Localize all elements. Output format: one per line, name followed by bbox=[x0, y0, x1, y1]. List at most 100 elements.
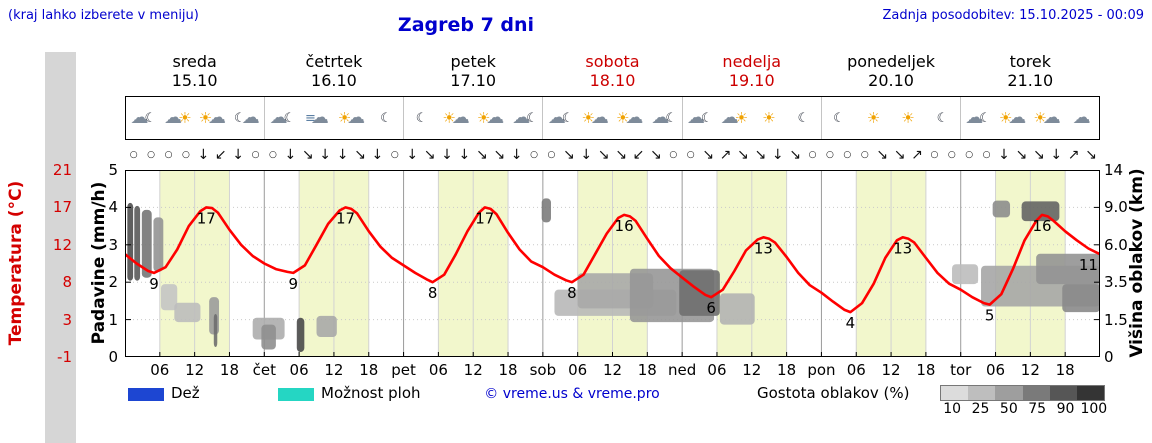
weather-icon: ☁ ☀ bbox=[161, 97, 196, 139]
hour-tick-label: 06 bbox=[985, 361, 1006, 379]
temperature-value-label: 17 bbox=[336, 209, 355, 227]
temperature-value-label: 13 bbox=[754, 239, 773, 257]
weather-icon: ☀ bbox=[891, 97, 926, 139]
cloud-height-tick-label: 1.5 bbox=[1104, 310, 1128, 329]
weather-icon-strip: ☁ ☾ ☁ ☀ ☀ ☁ ☾ ☁ ☁ ☾ ≡ ☁ ☀ ☁ ☾ ☾ ☀ ☁ ☀ ☁ ☁ ☾ ☁ ☾ ☀ ☁ ☀ ☁ ☁ ☾ ☁ ☾ ☁ ☀ ☀ ☾ ☾ ☀ ☀ ☾… bbox=[125, 96, 1100, 140]
cloud-icon: ☁ bbox=[208, 107, 227, 128]
sun-icon: ☀ bbox=[337, 108, 352, 127]
day-header: sreda 15.10 bbox=[125, 52, 264, 90]
sun-icon: ☀ bbox=[581, 108, 595, 127]
wind-barb-icon: ↓ bbox=[1050, 147, 1063, 163]
cloud-icon: ☁ bbox=[720, 107, 739, 128]
wind-barb-icon: ↘ bbox=[702, 147, 714, 163]
density-scale-segment bbox=[968, 386, 996, 400]
temperature-value-label: 16 bbox=[615, 217, 634, 235]
day-header: petek 17.10 bbox=[404, 52, 543, 90]
calm-wind-icon: ○ bbox=[686, 150, 695, 160]
wind-barb-icon: ↓ bbox=[284, 147, 297, 163]
hour-tick-label: 18 bbox=[359, 361, 379, 379]
cloud-icon: ☁ bbox=[625, 107, 644, 128]
last-update-text: Zadnja posodobitev: 15.10.2025 - 00:09 bbox=[882, 8, 1144, 23]
moon-icon: ☾ bbox=[526, 110, 538, 126]
cloud-icon: ☁ bbox=[1072, 107, 1091, 128]
cloud-icon: ☁ bbox=[1042, 107, 1061, 128]
day-name-label: petek bbox=[450, 52, 496, 71]
calm-wind-icon: ○ bbox=[181, 150, 190, 160]
hour-tick-label: 06 bbox=[428, 361, 448, 379]
day-header: četrtek 16.10 bbox=[264, 52, 403, 90]
cloud-icon: ☁ bbox=[1008, 107, 1027, 128]
weather-icon: ☾ bbox=[786, 97, 821, 139]
sun-icon: ☀ bbox=[615, 108, 630, 127]
weather-icon: ☁ ☀ bbox=[717, 97, 752, 139]
weather-icon: ☀ bbox=[752, 97, 787, 139]
temperature-value-label: 8 bbox=[567, 284, 577, 302]
calm-wind-icon: ○ bbox=[826, 150, 834, 160]
temperature-tick-label: 17 bbox=[52, 198, 72, 217]
temperature-value-label: 11 bbox=[1079, 256, 1098, 274]
sun-icon: ☀ bbox=[998, 108, 1013, 127]
moon-icon: ☾ bbox=[797, 110, 810, 126]
density-tick-label: 50 bbox=[999, 401, 1018, 417]
day-date-label: 17.10 bbox=[450, 71, 497, 90]
cloud-height-tick-label: 0 bbox=[1104, 348, 1114, 366]
cloud-density-legend-label: Gostota oblakov (%) bbox=[757, 384, 910, 402]
cloud-icon: ☁ bbox=[547, 107, 566, 128]
wind-barb-icon: ↘ bbox=[301, 147, 314, 163]
cloud-blob bbox=[153, 217, 164, 272]
cloud-icon: ☁ bbox=[686, 107, 705, 128]
day-name-label: sreda bbox=[172, 52, 217, 71]
cloud-icon: ☁ bbox=[130, 107, 149, 128]
moon-icon: ☾ bbox=[380, 110, 392, 126]
temperature-value-label: 8 bbox=[428, 284, 438, 302]
cloud-blob bbox=[316, 315, 337, 338]
day-header: nedelja 19.10 bbox=[682, 52, 821, 90]
sun-icon: ☀ bbox=[476, 108, 491, 127]
calm-wind-icon: ○ bbox=[164, 150, 173, 160]
wind-barb-icon: ↓ bbox=[510, 147, 523, 163]
sun-icon: ☀ bbox=[866, 108, 881, 127]
calm-wind-icon: ○ bbox=[808, 150, 817, 160]
cloud-blob bbox=[719, 293, 755, 325]
calm-wind-icon: ○ bbox=[251, 150, 260, 160]
wind-barb-icon: ↘ bbox=[876, 147, 889, 163]
cloud-blob bbox=[134, 205, 141, 281]
day-date-label: 15.10 bbox=[171, 71, 218, 90]
density-tick-label: 10 bbox=[943, 401, 962, 417]
cloud-icon: ☁ bbox=[451, 107, 470, 128]
rain-legend-label: Dež bbox=[171, 384, 200, 402]
temperature-scale-strip bbox=[45, 52, 76, 443]
wind-barb-icon: ↓ bbox=[406, 147, 419, 163]
cloud-blob bbox=[127, 202, 134, 281]
weather-icon: ☀ ☁ bbox=[334, 97, 369, 139]
cloud-icon: ☁ bbox=[486, 107, 505, 128]
cloud-blob bbox=[141, 209, 152, 278]
wind-barb-icon: ↘ bbox=[737, 147, 749, 163]
cloud-height-axis-label: Višina oblakov (km) bbox=[1127, 168, 1147, 358]
location-menu-hint: (kraj lahko izberete v meniju) bbox=[8, 8, 199, 23]
hour-tick-label: 06 bbox=[150, 361, 170, 379]
day-header: sobota 18.10 bbox=[543, 52, 682, 90]
wind-barb-icon: ↓ bbox=[371, 147, 384, 163]
weather-icon: ☾ bbox=[403, 97, 439, 139]
weather-icon: ☾ ☁ bbox=[230, 97, 265, 139]
sun-icon: ☀ bbox=[762, 108, 776, 127]
weather-icon: ☁ ☾ bbox=[264, 97, 300, 139]
day-boundary-label: sob bbox=[529, 361, 557, 379]
sun-icon: ☀ bbox=[1033, 108, 1047, 127]
calm-wind-icon: ○ bbox=[147, 150, 156, 160]
copyright-link[interactable]: © vreme.us & vreme.pro bbox=[484, 386, 660, 402]
moon-icon: ☾ bbox=[936, 110, 949, 126]
day-boundary-label: pon bbox=[807, 361, 836, 379]
day-header: torek 21.10 bbox=[961, 52, 1100, 90]
cloud-density-scale bbox=[940, 385, 1105, 401]
day-header: ponedeljek 20.10 bbox=[821, 52, 960, 90]
hour-tick-label: 12 bbox=[881, 361, 901, 379]
showers-legend-label: Možnost ploh bbox=[321, 384, 421, 402]
precipitation-tick-label: 3 bbox=[108, 235, 118, 254]
temperature-value-label: 16 bbox=[1032, 217, 1051, 235]
weather-icon: ☀ ☁ bbox=[439, 97, 474, 139]
day-boundary-label: ned bbox=[668, 361, 697, 379]
page-title: Zagreb 7 dni bbox=[397, 14, 535, 36]
